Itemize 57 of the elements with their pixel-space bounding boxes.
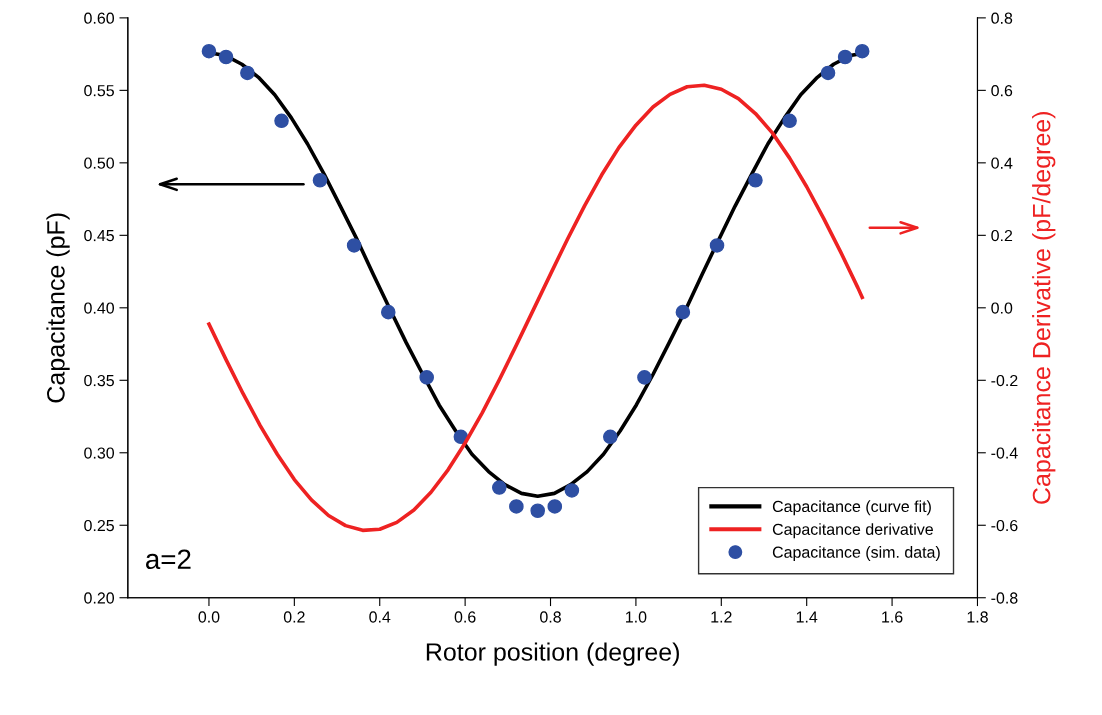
y-tick-label: 0.25 xyxy=(84,519,114,532)
point xyxy=(637,370,652,385)
y2-tick-label: 0.4 xyxy=(991,157,1013,169)
x-tick-label: 1.4 xyxy=(796,611,818,623)
point xyxy=(547,499,563,514)
y2-tick-label: 0.2 xyxy=(991,229,1013,242)
point xyxy=(530,503,545,519)
point xyxy=(312,172,328,188)
y-tick-label: 0.30 xyxy=(84,447,115,459)
y2-tick-label: 0.8 xyxy=(991,12,1013,24)
point xyxy=(201,43,217,59)
point xyxy=(782,113,797,129)
y2-axis-title: Capacitance Derivative (pF/degree) xyxy=(1032,112,1056,504)
x-tick-label: 1.2 xyxy=(711,611,732,623)
y2-tick-label: -0.8 xyxy=(991,592,1018,604)
point xyxy=(274,113,289,129)
y-tick-label: 0.40 xyxy=(84,302,115,314)
x-axis-title: Rotor position (degree) xyxy=(426,642,679,666)
x-tick-label: 0.6 xyxy=(454,611,476,623)
y2-tick-label: 0.0 xyxy=(991,302,1013,314)
x-tick-label: 1.6 xyxy=(882,611,903,623)
x-tick-label: 1.8 xyxy=(967,611,988,623)
y-tick-label: 0.60 xyxy=(84,12,115,24)
point xyxy=(603,429,618,445)
point xyxy=(675,304,691,320)
x-tick-label: 0.2 xyxy=(283,611,305,623)
point xyxy=(709,238,725,253)
legend-label: Capacitance derivative xyxy=(772,523,933,539)
y-tick-label: 0.50 xyxy=(84,157,115,169)
y2-tick-label: 0.6 xyxy=(991,84,1013,97)
x-tick-label: 0.0 xyxy=(198,611,220,623)
y-tick-label: 0.20 xyxy=(84,592,115,604)
x-tick-label: 1.0 xyxy=(626,611,647,623)
point xyxy=(346,238,362,253)
y-tick-label: 0.55 xyxy=(84,84,114,97)
legend-label: Capacitance (sim. data) xyxy=(772,546,940,561)
point xyxy=(854,43,870,59)
point xyxy=(820,65,836,81)
y2-tick-label: -0.6 xyxy=(991,519,1018,532)
point xyxy=(218,49,234,65)
x-tick-label: 0.4 xyxy=(369,611,391,623)
point xyxy=(564,483,580,498)
point xyxy=(509,499,524,514)
point xyxy=(837,49,853,65)
point xyxy=(419,370,434,385)
annotation: a=2 xyxy=(146,549,191,570)
point xyxy=(380,304,396,320)
y2-tick-label: -0.4 xyxy=(991,447,1018,459)
legend-label: Capacitance (curve fit) xyxy=(772,500,931,516)
y-axis-title: Capacitance (pF) xyxy=(46,213,70,403)
point xyxy=(492,480,507,495)
x-tick-label: 0.8 xyxy=(540,611,561,623)
point xyxy=(748,172,763,188)
y-tick-label: 0.45 xyxy=(84,229,114,242)
y2-tick-label: -0.2 xyxy=(991,374,1018,387)
point xyxy=(240,65,255,81)
y-tick-label: 0.35 xyxy=(84,374,114,387)
